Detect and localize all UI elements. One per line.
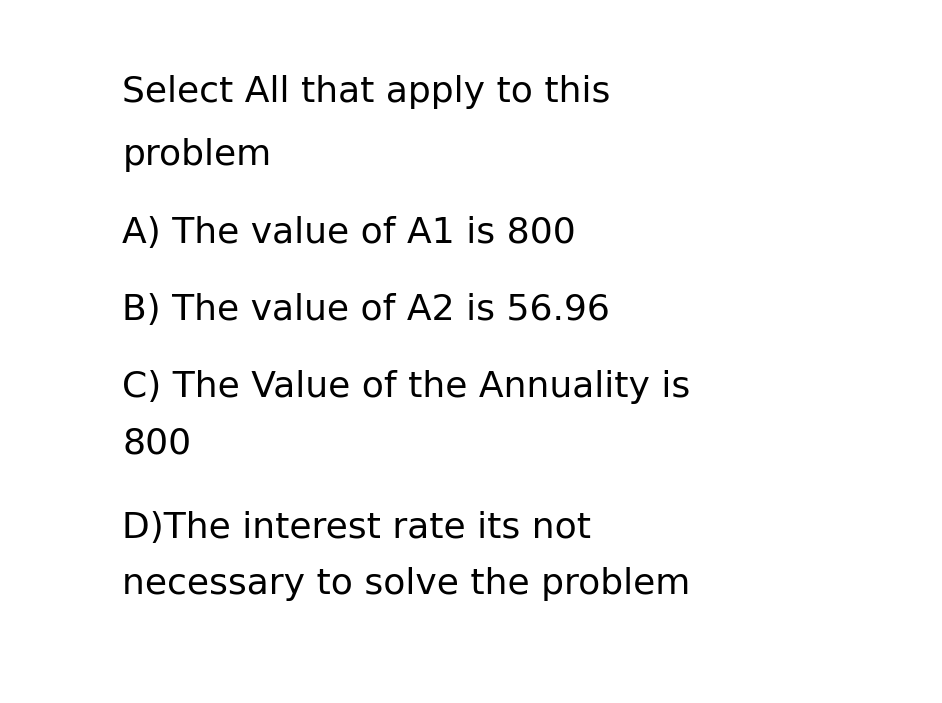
Text: necessary to solve the problem: necessary to solve the problem (122, 567, 690, 601)
Text: B) The value of A2 is 56.96: B) The value of A2 is 56.96 (122, 293, 610, 327)
Text: C) The Value of the Annuality is: C) The Value of the Annuality is (122, 370, 690, 404)
Text: A) The value of A1 is 800: A) The value of A1 is 800 (122, 216, 577, 250)
Text: 800: 800 (122, 427, 191, 460)
Text: problem: problem (122, 138, 271, 172)
Text: Select All that apply to this: Select All that apply to this (122, 75, 610, 109)
Text: D)The interest rate its not: D)The interest rate its not (122, 511, 592, 545)
